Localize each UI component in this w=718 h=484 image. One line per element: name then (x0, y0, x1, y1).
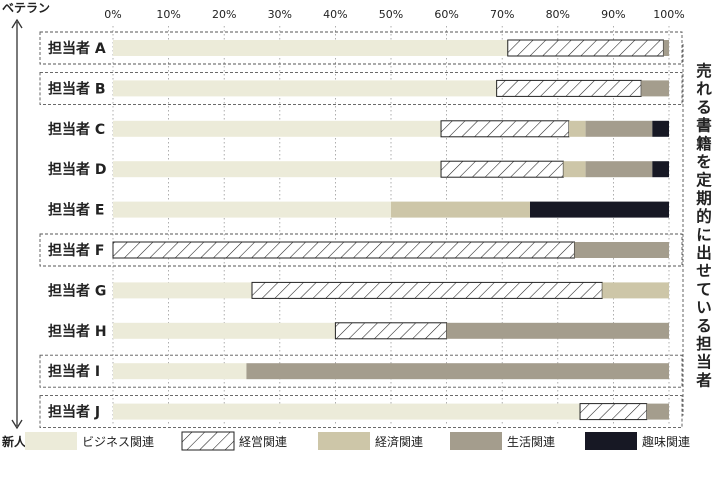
category-label: 担当者 G (48, 282, 106, 299)
x-tick-label: 50% (379, 8, 403, 21)
bar-segment (113, 80, 497, 97)
annotation-char: 期 (696, 188, 712, 207)
annotation-char: に (696, 226, 712, 244)
x-tick-label: 20% (212, 8, 236, 21)
category-label: 担当者 D (48, 161, 107, 178)
bar-segment (652, 161, 669, 178)
annotation-char: を (696, 153, 712, 171)
category-label: 担当者 I (48, 363, 100, 380)
x-tick-label: 40% (323, 8, 347, 21)
bar-segment (652, 120, 669, 137)
bar-segment (440, 120, 570, 138)
annotation-char: 当 (696, 352, 712, 371)
bar-segment (440, 160, 564, 178)
x-tick-label: 60% (434, 8, 458, 21)
legend-label: 経営関連 (239, 435, 287, 449)
legend-label: ビジネス関連 (82, 435, 154, 449)
legend-swatch (450, 432, 502, 450)
bar-segment (585, 120, 653, 137)
bar-segment (246, 363, 669, 380)
category-label: 担当者 E (48, 202, 104, 219)
bar-segment (251, 281, 603, 299)
highlight-row-box (39, 354, 683, 388)
category-label: 担当者 C (48, 121, 105, 138)
category-label: 担当者 F (48, 242, 104, 259)
x-tick-label: 80% (546, 8, 570, 21)
y-axis-arrow-head-up (11, 18, 23, 29)
bar-segment (646, 403, 669, 420)
annotation-char: 定 (696, 170, 712, 189)
annotation-char: 出 (696, 243, 712, 262)
highlight-row-box (39, 31, 683, 65)
bar-segment (113, 403, 581, 420)
category-label: 担当者 B (48, 80, 106, 97)
bar-segment (113, 40, 508, 56)
category-label: 担当者 J (48, 404, 100, 421)
annotation-char: せ (696, 262, 712, 280)
bar-segment (507, 39, 664, 57)
bar-segment (113, 161, 442, 178)
y-axis-arrow-head-down (11, 419, 23, 430)
bar-segment (568, 120, 586, 137)
bar-segment (334, 322, 448, 340)
bar-segment (113, 201, 391, 218)
x-tick-label: 70% (490, 8, 514, 21)
highlight-row-box (39, 71, 683, 105)
highlight-row-box (39, 233, 683, 267)
legend-label: 生活関連 (507, 435, 555, 449)
bar-segment (112, 241, 575, 259)
bar-segment (530, 201, 669, 218)
category-label: 担当者 H (48, 323, 107, 340)
y-axis-bottom-label: 新人 (2, 434, 27, 449)
bar-segment (641, 80, 669, 97)
legend-label: 趣味関連 (642, 434, 690, 449)
annotation-char: 担 (696, 334, 712, 353)
highlight-row-box (39, 395, 683, 429)
annotation-char: て (696, 280, 712, 298)
bar-segment (602, 282, 669, 299)
annotation-char: る (696, 98, 712, 116)
bar-segment (391, 201, 530, 218)
annotation-char: 者 (695, 370, 712, 389)
legend-swatch (318, 432, 370, 450)
bar-segment (446, 322, 669, 339)
annotation-char: れ (696, 80, 712, 98)
bar-segment (579, 403, 648, 421)
bar-segment (574, 242, 669, 258)
x-tick-label: 90% (601, 8, 625, 21)
bar-segment (113, 120, 442, 137)
legend-label: 経済関連 (375, 434, 423, 449)
legend-swatch (25, 432, 77, 450)
x-tick-label: 100% (653, 8, 684, 21)
bar-segment (113, 322, 336, 339)
x-tick-label: 0% (104, 8, 121, 21)
bar-segment (563, 161, 586, 178)
annotation-char: る (696, 317, 712, 335)
annotation-char: 的 (696, 207, 712, 226)
annotation-char: い (696, 299, 712, 317)
bar-segment (663, 40, 669, 56)
bar-segment (585, 161, 653, 178)
x-tick-label: 30% (268, 8, 292, 21)
annotation-char: 書 (696, 116, 712, 135)
category-label: 担当者 A (48, 40, 106, 57)
bar-segment (496, 79, 642, 97)
bar-segment (113, 363, 247, 380)
annotation-char: 籍 (696, 134, 712, 153)
legend-swatch (585, 432, 637, 450)
bar-segment (113, 282, 252, 299)
annotation-char: 売 (696, 61, 712, 80)
y-axis-top-label: ベテラン (2, 1, 50, 15)
legend-swatch (181, 431, 235, 451)
x-tick-label: 10% (156, 8, 180, 21)
